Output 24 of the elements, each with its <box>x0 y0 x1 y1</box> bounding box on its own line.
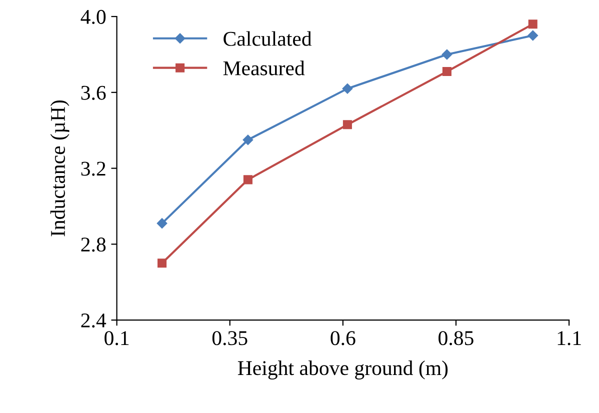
point <box>442 67 452 76</box>
y-tick-label: 3.2 <box>81 162 106 176</box>
x-tick-label: 0.35 <box>212 331 248 346</box>
legend-label: Calculated <box>224 31 312 46</box>
point <box>442 49 452 60</box>
point <box>342 120 352 130</box>
x-tick-label: 1.1 <box>558 331 581 346</box>
x-tick-label: 0.6 <box>330 331 356 346</box>
y-tick-label: 4.0 <box>80 10 106 24</box>
point <box>158 258 167 268</box>
point <box>156 218 168 228</box>
y-tick-label: 2.8 <box>81 238 106 252</box>
point <box>528 20 538 29</box>
point <box>243 175 252 184</box>
x-tick-label: 0.1 <box>104 331 129 346</box>
legend-label: Measured <box>223 60 305 76</box>
y-tick-label: 2.4 <box>81 314 106 328</box>
point <box>528 30 538 41</box>
y-axis-title: Inductance (µH) <box>50 100 70 236</box>
point <box>342 84 353 94</box>
x-tick-label: 0.85 <box>438 331 474 346</box>
y-tick-label: 3.6 <box>81 86 106 100</box>
point <box>242 134 254 145</box>
x-axis-title: Height above ground (m) <box>238 360 448 380</box>
